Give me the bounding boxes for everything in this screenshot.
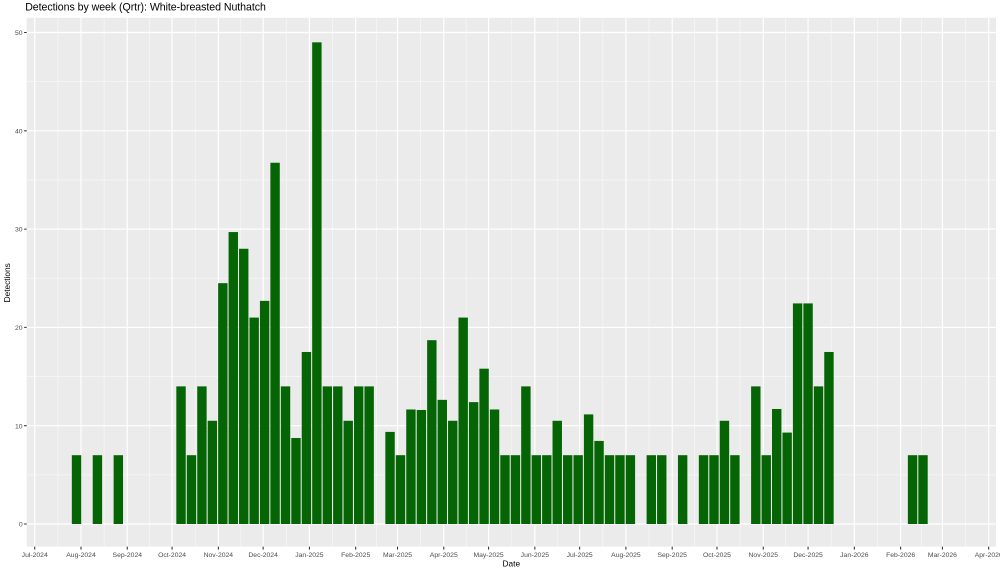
svg-text:Detections by week (Qrtr): Whi: Detections by week (Qrtr): White-breaste… [25, 1, 266, 13]
svg-text:Oct-2024: Oct-2024 [158, 552, 186, 559]
svg-text:Aug-2025: Aug-2025 [611, 552, 641, 559]
svg-text:Jan-2026: Jan-2026 [840, 552, 869, 559]
svg-text:Dec-2025: Dec-2025 [793, 552, 823, 559]
svg-text:20: 20 [15, 325, 23, 332]
svg-text:Jan-2025: Jan-2025 [295, 552, 324, 559]
svg-text:Nov-2025: Nov-2025 [749, 552, 779, 559]
svg-text:50: 50 [15, 30, 23, 37]
svg-text:Date: Date [503, 559, 521, 569]
svg-text:Mar-2025: Mar-2025 [383, 552, 412, 559]
svg-text:Feb-2026: Feb-2026 [886, 552, 915, 559]
svg-text:Sep-2025: Sep-2025 [657, 552, 687, 559]
svg-text:Jul-2025: Jul-2025 [567, 552, 593, 559]
svg-text:Dec-2024: Dec-2024 [248, 552, 278, 559]
svg-text:10: 10 [15, 423, 23, 430]
svg-text:Nov-2024: Nov-2024 [204, 552, 234, 559]
svg-text:Apr-2026: Apr-2026 [975, 552, 1000, 559]
svg-text:Oct-2025: Oct-2025 [703, 552, 731, 559]
svg-text:Detections: Detections [2, 263, 12, 302]
svg-text:Jul-2024: Jul-2024 [22, 552, 48, 559]
svg-text:Aug-2024: Aug-2024 [66, 552, 96, 559]
svg-text:Apr-2025: Apr-2025 [430, 552, 458, 559]
svg-text:40: 40 [15, 128, 23, 135]
svg-text:30: 30 [15, 227, 23, 234]
svg-text:Feb-2025: Feb-2025 [341, 552, 370, 559]
svg-text:May-2025: May-2025 [473, 552, 503, 559]
svg-text:Mar-2026: Mar-2026 [928, 552, 957, 559]
svg-text:Jun-2025: Jun-2025 [521, 552, 550, 559]
svg-text:0: 0 [19, 522, 23, 529]
svg-text:Sep-2024: Sep-2024 [113, 552, 143, 559]
